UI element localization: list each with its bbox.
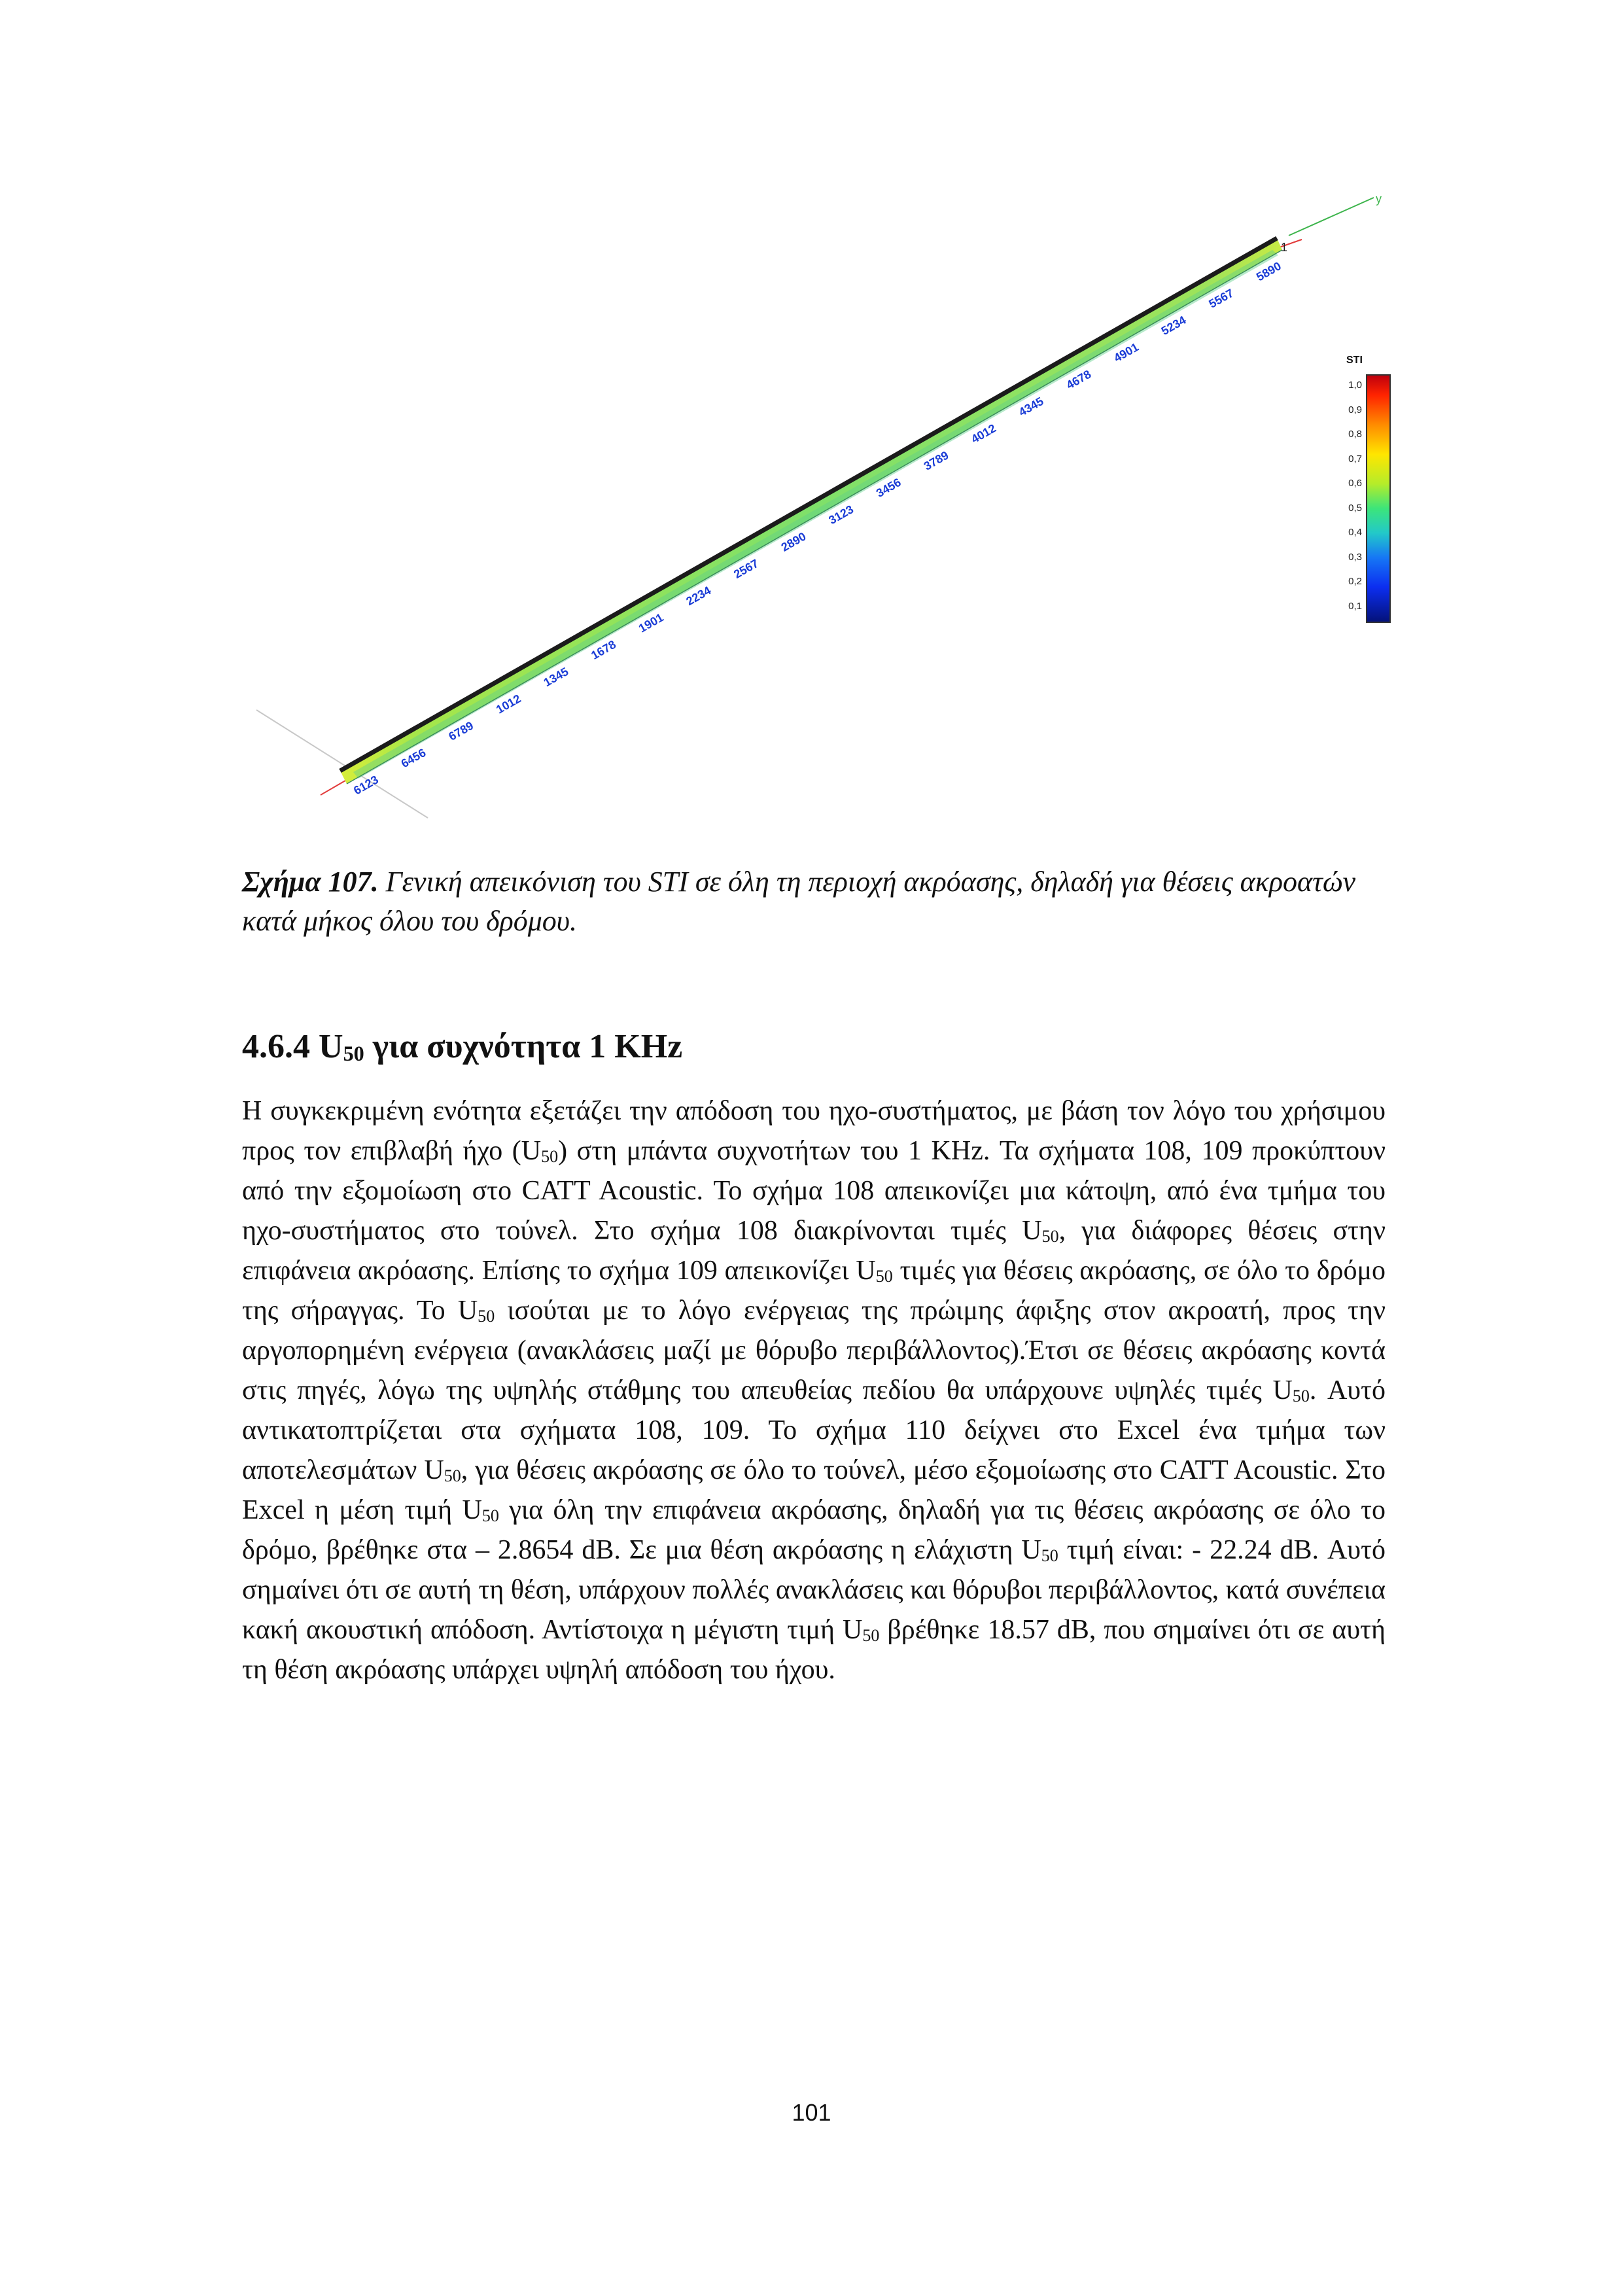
u50-subscript: 50 (481, 1506, 499, 1525)
legend-tick: 0,5 (1348, 502, 1362, 514)
road-edge-light (346, 249, 1283, 785)
u50-subscript: 50 (541, 1146, 559, 1166)
u50-subscript: 50 (444, 1466, 461, 1485)
legend-tick: 0,7 (1348, 453, 1362, 465)
u50-subscript: 50 (875, 1266, 893, 1286)
heading-text: για συχνότητα 1 KHz (372, 1028, 683, 1065)
heading-number: 4.6.4 (242, 1028, 310, 1065)
u50-subscript: 50 (1041, 1226, 1059, 1246)
body-text-segment: βρέθηκε 18.57 dB, που σημαίνει ότι σε αυ… (242, 1615, 1386, 1685)
u50-symbol: U (1022, 1216, 1042, 1246)
legend-tick: 0,8 (1348, 429, 1362, 440)
road-strip (340, 238, 1282, 784)
section-heading: 4.6.4 U50 για συχνότητα 1 KHz (242, 1027, 682, 1066)
u50-symbol: U (457, 1296, 478, 1326)
legend-tick: 0,3 (1348, 551, 1362, 563)
body-text-segment: Η συγκεκριμένη ενότητα εξετάζει την απόδ… (242, 1096, 1386, 1166)
u50-subscript: 50 (1041, 1545, 1058, 1565)
legend-tick: 0,9 (1348, 404, 1362, 415)
u50-symbol: U (521, 1136, 542, 1166)
legend-colorbar (1366, 374, 1391, 623)
road-edge-dark (339, 236, 1278, 773)
road-hatch-pattern (353, 250, 1278, 779)
axis-end-label: 1 (1281, 241, 1287, 254)
u50-subscript: 50 (1292, 1386, 1310, 1405)
u50-symbol: U (462, 1495, 482, 1525)
axis-line-left (256, 709, 428, 819)
body-text-segment: τιμή είναι: - 22.24 dB. Αυτό σημαίνει ότ… (242, 1535, 1386, 1645)
legend-title: STI (1346, 355, 1363, 366)
legend-tick: 0,1 (1348, 600, 1362, 612)
u50-subscript: 50 (862, 1625, 880, 1645)
u50-symbol: U (843, 1615, 863, 1645)
axis-line-green (1288, 197, 1374, 236)
caption-text: Γενική απεικόνιση του STI σε όλη τη περι… (242, 866, 1356, 937)
page-number: 101 (792, 2099, 831, 2126)
legend-tick: 0,2 (1348, 576, 1362, 587)
axis-y-letter: y (1376, 192, 1382, 205)
body-text-segment: ισούται με το λόγο ενέργειας της πρώιμης… (242, 1296, 1386, 1405)
heading-subscript: 50 (343, 1041, 364, 1065)
figure-caption: Σχήμα 107. Γενική απεικόνιση του STI σε … (242, 862, 1386, 941)
legend-tick: 1,0 (1348, 380, 1362, 391)
body-text-segment: , για θέσεις ακρόασης σε όλο το τούνελ, … (242, 1455, 1386, 1525)
tunnel-sti-plot: y 1 612364566789101213451678190122342567… (256, 192, 1382, 819)
legend-tick: 0,6 (1348, 478, 1362, 489)
u50-symbol: U (1272, 1375, 1293, 1405)
legend-ticks: 1,0 0,9 0,8 0,7 0,6 0,5 0,4 0,3 0,2 0,1 (1333, 380, 1362, 628)
heading-symbol: U (319, 1028, 343, 1065)
body-text-segment: τιμές για θέσεις ακρόασης, σε όλο το δρό… (242, 1256, 1386, 1326)
body-text-segment: . Αυτό αντικατοπτρίζεται στα σχήματα 108… (242, 1375, 1386, 1485)
u50-symbol: U (856, 1256, 876, 1286)
body-text-segment: , για διάφορες θέσεις στην επιφάνεια ακρ… (242, 1216, 1386, 1286)
legend-tick: 0,4 (1348, 527, 1362, 538)
position-labels: 6123645667891012134516781901223425672890… (351, 259, 1283, 797)
caption-label: Σχήμα 107. (242, 866, 379, 898)
u50-symbol: U (424, 1455, 444, 1485)
body-text-segment: για όλη την επιφάνεια ακρόασης, δηλαδή γ… (242, 1495, 1386, 1565)
u50-subscript: 50 (478, 1306, 495, 1326)
u50-symbol: U (1021, 1535, 1041, 1565)
body-paragraph: Η συγκεκριμένη ενότητα εξετάζει την απόδ… (242, 1091, 1386, 1690)
sti-figure: y 1 6123 6456 6789 1012 1345 1678 1901 2234 2567… (242, 183, 1406, 838)
body-text-segment: ) στη μπάντα συχνοτήτων του 1 KHz. Τα σχ… (242, 1136, 1386, 1246)
